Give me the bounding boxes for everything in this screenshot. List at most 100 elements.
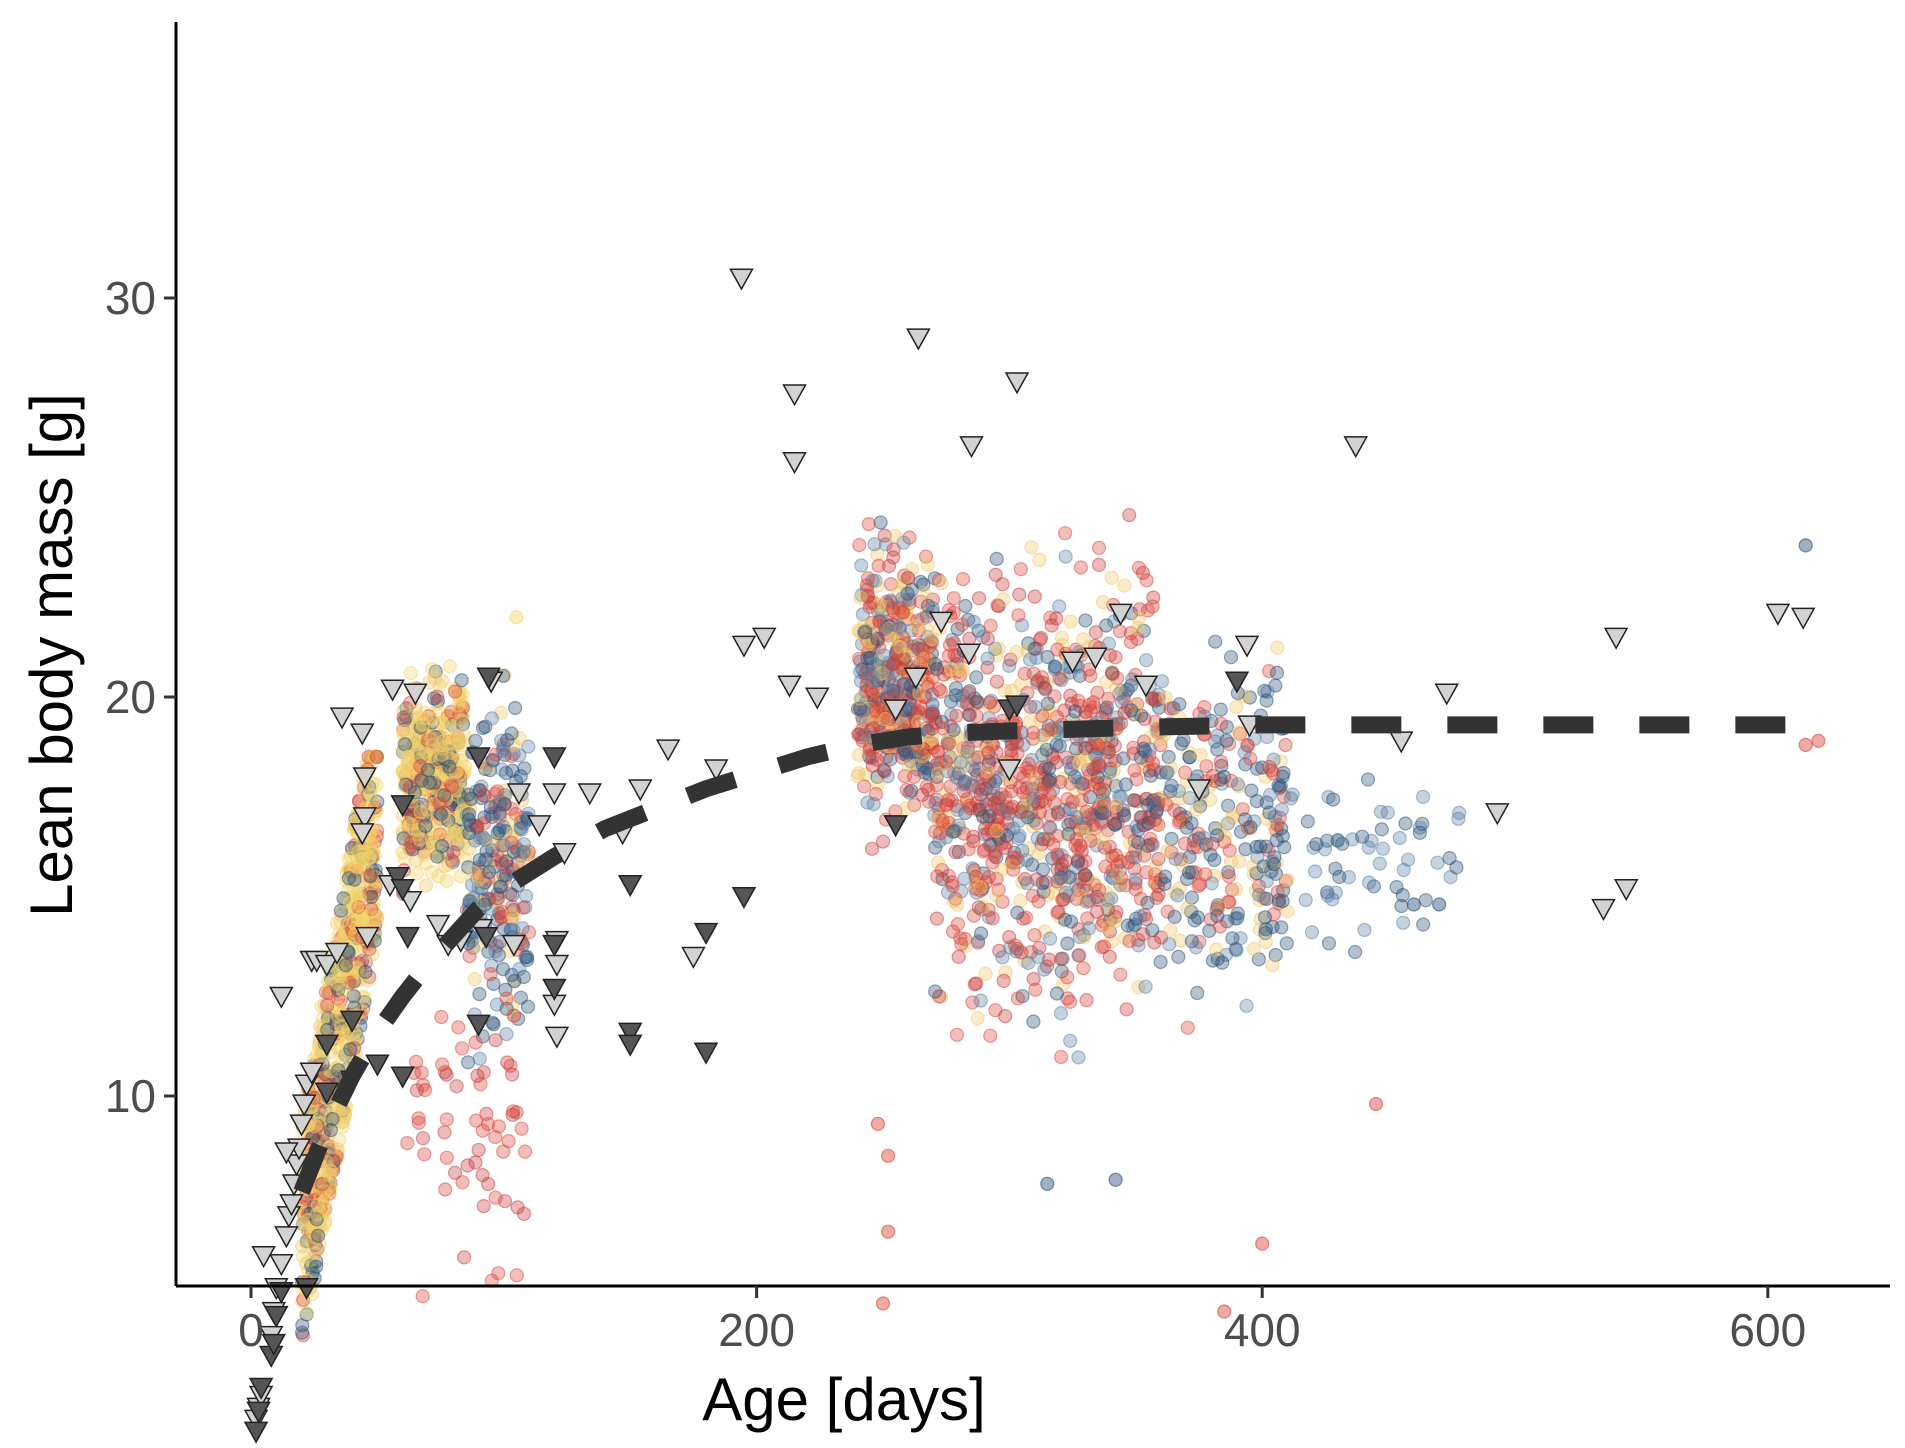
data-point (1103, 753, 1118, 768)
data-point (295, 1216, 310, 1231)
data-point (1096, 798, 1111, 814)
data-point (1078, 613, 1093, 628)
data-point (504, 1067, 520, 1082)
data-point (498, 982, 513, 997)
data-point (1117, 578, 1132, 593)
data-point (857, 625, 872, 640)
triangle-marker (1224, 671, 1250, 694)
data-point (462, 807, 477, 822)
data-point (448, 684, 463, 699)
data-point (472, 1051, 487, 1066)
data-point (313, 1019, 328, 1034)
data-point (472, 852, 487, 868)
data-point (998, 1008, 1013, 1024)
data-point (365, 794, 380, 809)
data-point (886, 550, 901, 565)
data-point (435, 673, 450, 689)
data-point (491, 1119, 506, 1134)
data-point (969, 670, 984, 685)
data-point (466, 864, 481, 879)
data-point (1449, 860, 1464, 875)
data-point (864, 841, 880, 856)
data-point (1160, 765, 1175, 780)
data-point (1162, 937, 1177, 952)
data-point (320, 998, 335, 1013)
data-point (404, 835, 419, 850)
data-point (989, 674, 1005, 689)
data-point (1225, 808, 1240, 824)
data-point (991, 641, 1006, 656)
data-point (928, 984, 943, 999)
data-point (1089, 904, 1105, 920)
triangle-marker (577, 783, 603, 806)
data-point (417, 1147, 432, 1162)
data-point (1225, 931, 1240, 946)
data-point (505, 812, 520, 827)
data-point (1108, 1172, 1123, 1187)
triangle-marker (1434, 683, 1460, 706)
data-point (512, 961, 527, 977)
data-point (1081, 921, 1097, 936)
data-point (878, 711, 893, 727)
data-point (356, 844, 371, 859)
data-point (484, 711, 499, 726)
data-point (505, 1107, 520, 1122)
triangle-marker (542, 747, 567, 770)
triangle-marker (1613, 878, 1639, 902)
data-point (876, 648, 892, 663)
data-point (409, 1054, 424, 1070)
data-point (1052, 871, 1067, 886)
data-point (307, 1118, 323, 1134)
data-point (360, 973, 375, 988)
data-point (1021, 955, 1036, 971)
data-point (891, 619, 907, 635)
data-point (995, 577, 1010, 592)
data-point (418, 818, 433, 834)
data-point (320, 1022, 335, 1038)
data-point (1184, 816, 1199, 831)
x-axis-title: Age [days] (702, 1366, 986, 1433)
data-point (912, 685, 927, 701)
triangle-marker (264, 1305, 289, 1328)
data-point (983, 1028, 998, 1043)
data-point (1298, 892, 1313, 908)
data-point (1221, 869, 1236, 884)
y-tick-label: 10 (105, 1070, 156, 1122)
data-point (1181, 865, 1197, 880)
data-point (448, 1165, 463, 1180)
data-point (488, 786, 503, 801)
data-point (1122, 507, 1137, 523)
data-point (505, 899, 520, 915)
data-point (354, 909, 369, 924)
data-point (471, 1142, 486, 1158)
data-point (982, 809, 997, 824)
data-point (981, 869, 997, 885)
data-point (499, 991, 514, 1006)
data-point (915, 787, 930, 802)
triangle-marker (617, 1034, 643, 1057)
data-point (971, 933, 986, 949)
data-point (411, 1111, 426, 1126)
data-point (309, 1259, 324, 1274)
data-point (1145, 599, 1160, 614)
data-point (1257, 910, 1273, 925)
data-point (1258, 934, 1274, 950)
data-point (941, 648, 957, 663)
data-point (322, 1167, 337, 1183)
data-point (971, 591, 987, 606)
data-point (453, 691, 468, 707)
data-point (1065, 794, 1080, 810)
data-point (427, 671, 442, 686)
data-point (1271, 893, 1287, 908)
data-point (911, 714, 926, 730)
data-point (1265, 958, 1280, 973)
data-point (1176, 732, 1191, 748)
data-point (425, 662, 440, 677)
data-point (514, 1121, 529, 1136)
data-point (1058, 549, 1073, 564)
data-point (1091, 540, 1107, 555)
data-point (1107, 914, 1122, 929)
data-point (1389, 879, 1404, 895)
data-point (1239, 998, 1254, 1013)
